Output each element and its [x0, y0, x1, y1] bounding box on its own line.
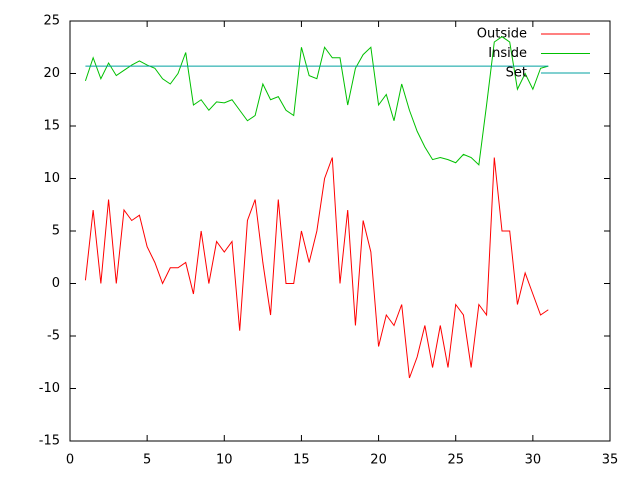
- y-tick-label: -10: [39, 381, 60, 396]
- y-tick-label: -15: [39, 434, 60, 449]
- series-line: [84, 36, 549, 166]
- legend-label: Outside: [477, 27, 527, 42]
- y-tick-label: 5: [52, 224, 60, 239]
- y-tick-label: -5: [47, 329, 60, 344]
- x-tick-label: 5: [143, 453, 151, 468]
- series-line: [84, 157, 549, 379]
- y-tick-label: 0: [52, 276, 60, 291]
- y-tick-label: 10: [43, 171, 60, 186]
- x-tick-label: 20: [370, 453, 387, 468]
- plot-border: [69, 20, 611, 442]
- x-tick-label: 35: [602, 453, 619, 468]
- x-tick-label: 15: [293, 453, 310, 468]
- x-tick-label: 30: [525, 453, 542, 468]
- legend-label: Set: [506, 66, 527, 81]
- x-tick-label: 10: [216, 453, 233, 468]
- y-tick-label: 15: [43, 119, 60, 134]
- x-tick-label: 0: [66, 453, 74, 468]
- x-tick-label: 25: [447, 453, 464, 468]
- legend-label: Inside: [488, 46, 527, 61]
- y-tick-label: 20: [43, 66, 60, 81]
- y-tick-label: 25: [43, 14, 60, 29]
